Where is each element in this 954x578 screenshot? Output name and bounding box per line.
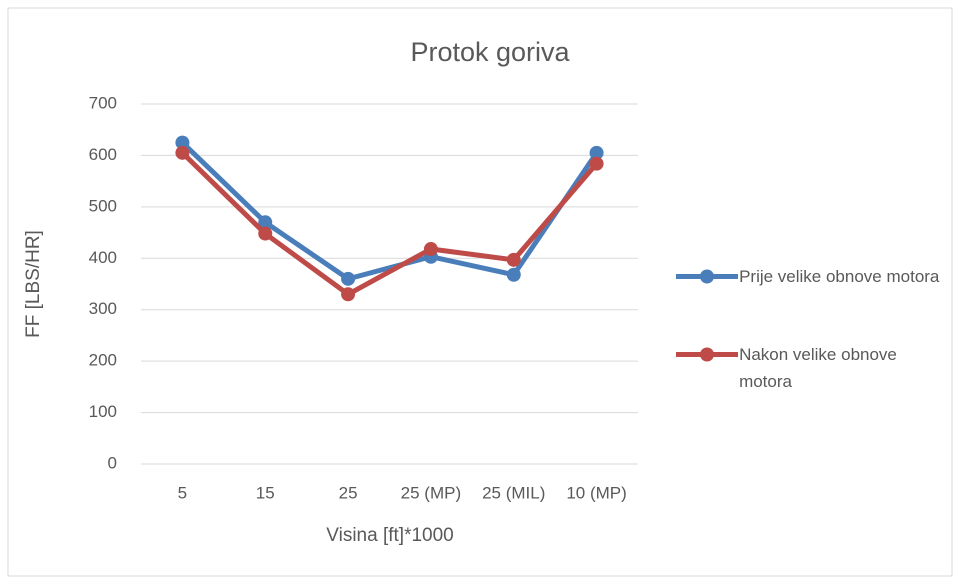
x-tick-label: 25 (MP) <box>401 483 461 502</box>
chart-border <box>7 7 953 577</box>
y-tick-label: 400 <box>89 248 117 267</box>
series-line <box>180 140 599 282</box>
series-line <box>180 151 599 297</box>
y-tick-label: 100 <box>89 402 117 421</box>
chart-title: Protok goriva <box>410 37 570 67</box>
y-tick-label: 200 <box>89 351 117 370</box>
legend-label: Prije velike obnove motora <box>739 267 940 286</box>
data-point <box>341 287 356 302</box>
data-point <box>589 145 604 160</box>
data-point <box>258 226 273 241</box>
legend-marker <box>700 347 714 362</box>
data-point <box>589 156 604 171</box>
legend-marker <box>700 269 714 284</box>
x-tick-label: 25 <box>339 483 358 502</box>
data-point <box>175 145 190 160</box>
y-axis-label: FF [LBS/HR] <box>23 230 44 338</box>
y-tick-label: 300 <box>89 299 117 318</box>
data-point <box>175 135 190 150</box>
legend-item: Nakon velike obnove motora <box>676 341 946 395</box>
legend-label: Nakon velike obnove motora <box>739 345 897 391</box>
y-tick-label: 500 <box>89 196 117 215</box>
legend-swatch <box>676 347 738 362</box>
x-tick-label: 25 (MIL) <box>482 483 545 502</box>
x-axis-label: Visina [ft]*1000 <box>326 525 453 546</box>
data-point <box>506 252 521 267</box>
data-point <box>506 267 521 282</box>
y-tick-label: 0 <box>108 453 117 472</box>
x-tick-label: 15 <box>256 483 275 502</box>
legend-item: Prije velike obnove motora <box>676 263 946 290</box>
y-tick-label: 600 <box>89 145 117 164</box>
x-tick-label: 5 <box>178 483 187 502</box>
data-point <box>423 242 438 257</box>
x-tick-label: 10 (MP) <box>566 483 626 502</box>
legend-swatch <box>676 269 738 284</box>
data-point <box>258 215 273 230</box>
y-tick-label: 700 <box>89 93 117 112</box>
data-point <box>341 271 356 286</box>
